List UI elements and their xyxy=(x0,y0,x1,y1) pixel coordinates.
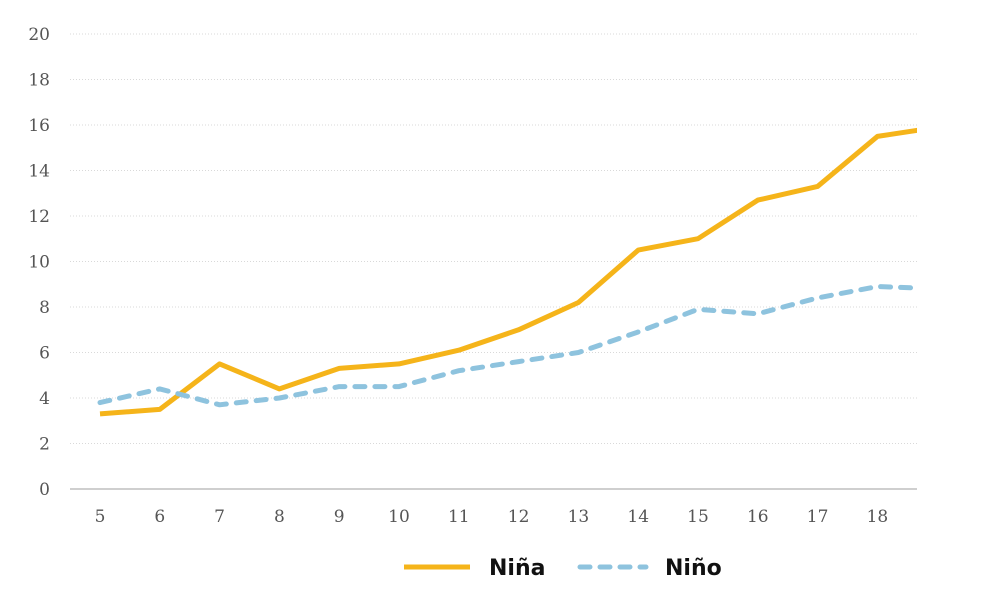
x-tick-label: 8 xyxy=(274,507,285,527)
x-axis-tick-labels: 5 6 7 8 9 10 11 12 13 14 15 16 17 18 xyxy=(95,507,889,527)
x-tick-label: 10 xyxy=(388,507,410,527)
y-tick-label: 8 xyxy=(39,298,50,318)
y-tick-label: 0 xyxy=(39,480,50,500)
series-line-nino xyxy=(97,284,917,408)
series-lines xyxy=(97,127,917,417)
x-tick-label: 9 xyxy=(334,507,345,527)
y-tick-label: 14 xyxy=(28,162,50,182)
x-tick-label: 13 xyxy=(568,507,590,527)
y-axis-tick-labels: 0 2 4 6 8 10 12 14 16 18 20 xyxy=(28,25,50,500)
legend: Niña Niño xyxy=(404,556,722,581)
x-tick-label: 15 xyxy=(687,507,709,527)
x-tick-label: 6 xyxy=(154,507,165,527)
y-tick-label: 20 xyxy=(28,25,50,45)
series-line-nina xyxy=(99,127,917,417)
x-tick-label: 14 xyxy=(627,507,649,527)
x-tick-label: 12 xyxy=(508,507,530,527)
y-tick-label: 4 xyxy=(39,389,50,409)
x-tick-label: 7 xyxy=(214,507,225,527)
y-tick-label: 10 xyxy=(28,253,50,273)
x-tick-label: 18 xyxy=(867,507,889,527)
x-tick-label: 11 xyxy=(448,507,470,527)
x-tick-label: 16 xyxy=(747,507,769,527)
gridlines xyxy=(70,33,917,444)
legend-label-nino: Niño xyxy=(665,556,722,581)
y-tick-label: 18 xyxy=(28,71,50,91)
legend-label-nina: Niña xyxy=(489,556,545,581)
x-tick-label: 17 xyxy=(807,507,829,527)
y-tick-label: 12 xyxy=(28,207,50,227)
y-tick-label: 16 xyxy=(28,116,50,136)
y-tick-label: 6 xyxy=(39,344,50,364)
y-tick-label: 2 xyxy=(39,435,50,455)
x-tick-label: 5 xyxy=(95,507,106,527)
